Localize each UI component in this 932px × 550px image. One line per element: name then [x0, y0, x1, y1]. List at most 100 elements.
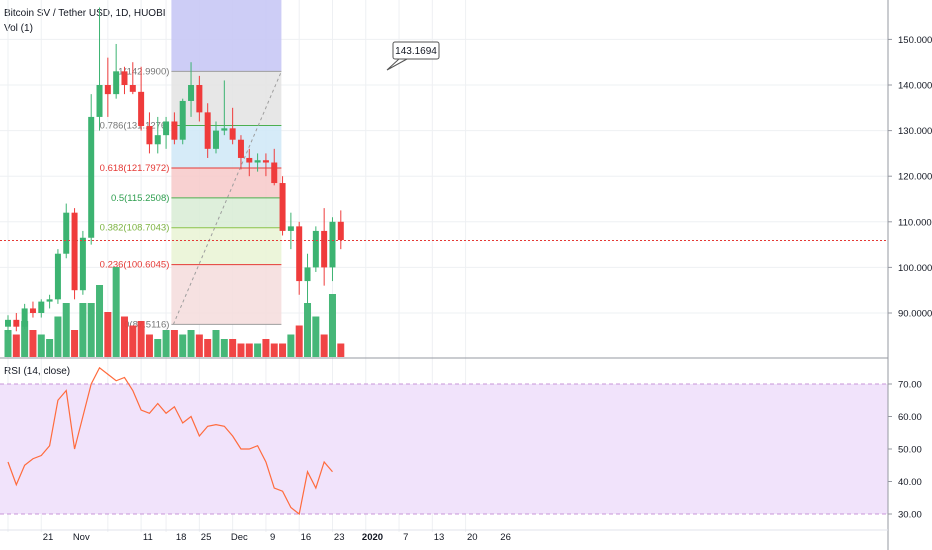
- candle: [296, 221, 303, 295]
- candle: [71, 208, 78, 300]
- x-tick-label: 26: [500, 532, 511, 543]
- volume-bar: [79, 303, 87, 357]
- candle: [138, 66, 145, 131]
- candle: [337, 210, 344, 250]
- callout-box[interactable]: [392, 41, 440, 60]
- volume-bar: [137, 321, 145, 357]
- volume-bar: [71, 330, 79, 357]
- volume-bar: [304, 303, 312, 357]
- volume-bar: [120, 316, 128, 357]
- price-axis[interactable]: [888, 0, 932, 550]
- rsi-y-tick-label: 50.00: [898, 445, 922, 456]
- rsi-y-tick-label: 60.00: [898, 412, 922, 423]
- y-tick-label: 110.0000: [898, 217, 932, 228]
- volume-bar: [312, 316, 320, 357]
- candle: [221, 80, 228, 136]
- candle: [46, 294, 53, 309]
- candle: [88, 94, 95, 245]
- candle: [113, 43, 120, 99]
- candle: [79, 230, 86, 295]
- candle: [213, 121, 219, 154]
- volume-bar: [21, 321, 29, 357]
- volume-bar: [245, 343, 253, 357]
- candle: [63, 203, 70, 259]
- volume-bar: [270, 343, 278, 357]
- callout-value: 143.1694: [395, 46, 437, 57]
- volume-bar: [104, 312, 112, 357]
- fib-trend-line: [172, 71, 282, 325]
- x-tick-label: 23: [334, 532, 345, 543]
- volume-bar: [129, 325, 137, 357]
- candle: [5, 315, 11, 334]
- fib-zone-0_5: [171, 197, 282, 228]
- volume-bar: [187, 330, 195, 357]
- rsi-legend: RSI (14, close): [4, 366, 71, 377]
- volume-bar: [46, 339, 54, 357]
- volume-bar: [170, 330, 178, 357]
- candle: [154, 116, 161, 154]
- volume-bar: [4, 330, 12, 357]
- candle: [271, 148, 278, 186]
- callout-pointer: [386, 58, 408, 71]
- fib-zone-0_236: [171, 264, 282, 325]
- volume-bar: [145, 334, 153, 357]
- volume-bar: [212, 330, 220, 357]
- volume-bar: [254, 343, 262, 357]
- volume-bar: [179, 334, 187, 357]
- candle: [163, 116, 170, 149]
- rsi-y-tick-label: 70.00: [898, 380, 922, 391]
- candle: [204, 103, 211, 158]
- candle: [13, 313, 20, 332]
- fib-top-zone: [171, 0, 282, 72]
- fib-zone-1: [171, 71, 282, 126]
- fib-level-label: 0.786(131.1276): [100, 120, 170, 131]
- x-tick-label: 13: [434, 532, 445, 543]
- rsi-band: [0, 384, 888, 514]
- x-tick-label: 20: [467, 532, 478, 543]
- candle: [304, 253, 311, 304]
- y-tick-label: 150.0000: [898, 35, 932, 46]
- volume-bar: [62, 303, 70, 357]
- candle: [254, 153, 261, 172]
- volume-bar: [154, 339, 162, 357]
- candle: [262, 153, 269, 177]
- x-tick-label: 18: [176, 532, 187, 543]
- candle: [246, 148, 253, 177]
- candle: [279, 176, 286, 236]
- candle: [38, 299, 45, 318]
- volume-bar: [229, 339, 237, 357]
- volume-bar: [287, 334, 295, 357]
- x-tick-label: 7: [403, 532, 408, 543]
- rsi-y-tick-label: 40.00: [898, 477, 922, 488]
- volume-bar: [295, 325, 303, 357]
- candle: [96, 7, 103, 131]
- candle: [321, 208, 328, 286]
- volume-bar: [54, 316, 62, 357]
- y-tick-label: 130.0000: [898, 126, 932, 137]
- volume-bar: [279, 343, 287, 357]
- x-tick-label: 2020: [362, 532, 383, 543]
- candle: [29, 301, 36, 318]
- fib-level-label: 0.618(121.7972): [100, 163, 170, 174]
- volume-bar: [328, 294, 336, 357]
- volume-bar: [29, 330, 37, 357]
- candle: [329, 217, 336, 282]
- volume-bar: [337, 343, 345, 357]
- fib-level-label: 1(142.9900): [118, 66, 169, 77]
- volume-bar: [262, 339, 270, 357]
- x-tick-label: 9: [270, 532, 275, 543]
- candle: [54, 249, 61, 304]
- x-tick-label: Dec: [231, 532, 248, 543]
- volume-bar: [220, 339, 228, 357]
- rsi-y-tick-label: 30.00: [898, 510, 922, 521]
- fib-level-label: 0(87.5116): [124, 319, 169, 330]
- x-tick-label: Nov: [73, 532, 90, 543]
- volume-bar: [320, 334, 328, 357]
- x-tick-label: 21: [43, 532, 54, 543]
- fib-zone-0_618: [171, 168, 282, 198]
- volume-bar: [237, 343, 245, 357]
- y-tick-label: 90.0000: [898, 309, 932, 320]
- fib-level-label: 0.236(100.6045): [100, 260, 170, 271]
- volume-bar: [195, 334, 203, 357]
